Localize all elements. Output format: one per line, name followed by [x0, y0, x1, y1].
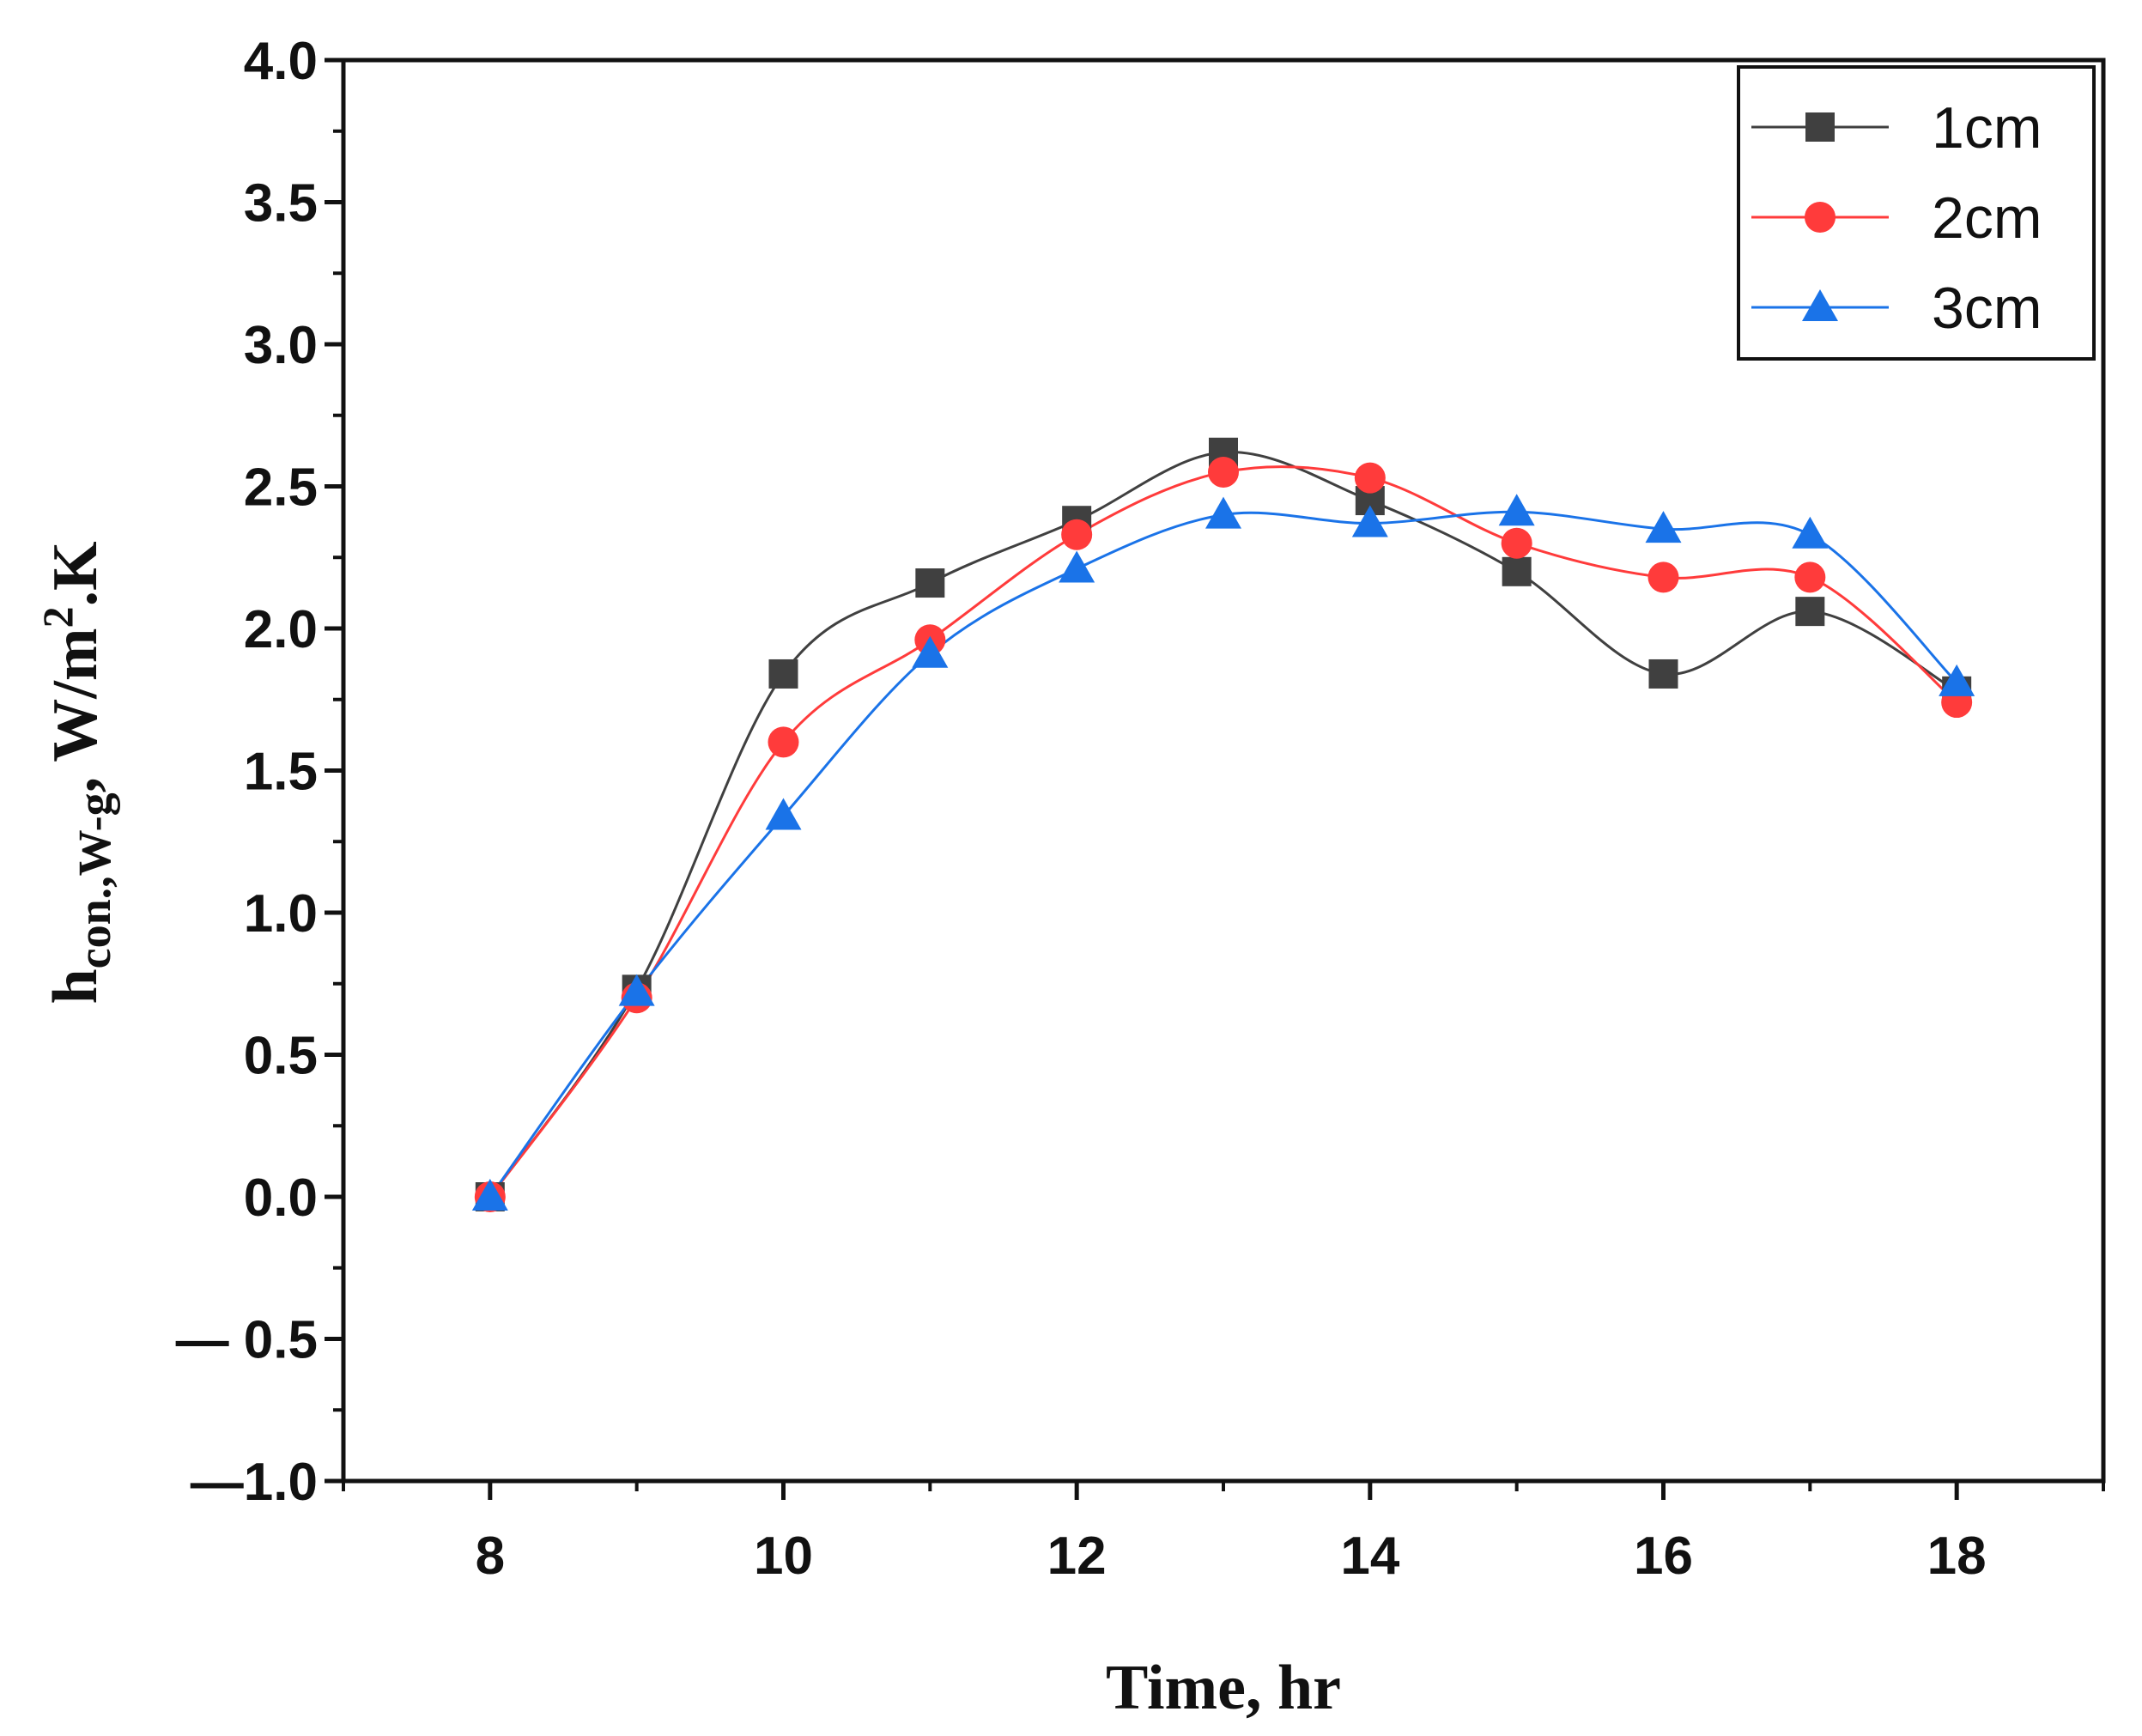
y-axis-title-main: h: [40, 968, 111, 1004]
y-axis-title-superscript: 2: [33, 607, 82, 628]
data-point-2cm: [1208, 456, 1239, 488]
y-axis-title-subscript: con.,W-g: [69, 792, 120, 968]
x-tick-label: 12: [1047, 1527, 1107, 1586]
data-point-3cm: [618, 974, 655, 1006]
x-tick-label: 10: [754, 1527, 813, 1586]
y-tick-label: —1.0: [191, 1453, 318, 1512]
legend-label-2cm: 2cm: [1932, 185, 2042, 251]
data-point-2cm: [1061, 519, 1093, 550]
series-line-3cm: [488, 510, 1958, 1198]
x-tick-label: 16: [1634, 1527, 1693, 1586]
y-tick-label: 3.0: [244, 316, 318, 375]
data-point-1cm: [768, 659, 798, 689]
legend-marker-2cm: [1805, 202, 1836, 233]
data-point-3cm: [1939, 664, 1975, 696]
series-line-1cm: [488, 451, 1957, 1198]
data-point-3cm: [1645, 511, 1682, 543]
y-tick-label: — 0.5: [176, 1311, 318, 1370]
data-point-2cm: [1354, 462, 1386, 494]
data-point-3cm: [1205, 496, 1241, 529]
y-axis-title: hcon.,W-g, W/m2.K: [33, 541, 120, 1004]
y-tick-label: 3.5: [244, 174, 318, 234]
legend-marker-3cm: [1802, 289, 1838, 321]
data-point-3cm: [912, 635, 949, 668]
series-line-2cm: [488, 465, 1958, 1198]
data-point-1cm: [915, 568, 945, 598]
data-point-3cm: [1351, 505, 1388, 537]
data-point-3cm: [1059, 550, 1095, 583]
legend-label-3cm: 3cm: [1932, 276, 2042, 341]
y-axis-title-unit-tail: .K: [40, 541, 111, 606]
data-point-2cm: [1647, 561, 1679, 593]
y-tick-label: 2.5: [244, 458, 318, 518]
y-tick-label: 2.0: [244, 600, 318, 659]
x-tick-label: 14: [1340, 1527, 1399, 1586]
legend-marker-1cm: [1805, 112, 1835, 142]
data-point-3cm: [471, 1179, 508, 1211]
legend: 1cm 2cm 3cm: [1737, 65, 2096, 361]
x-tick-label: 8: [476, 1527, 505, 1586]
series-markers: [471, 437, 1975, 1212]
data-point-1cm: [1795, 597, 1825, 627]
y-axis: 4.0 3.5 3.0 2.5 2.0 1.5 1.0 0.5 0.0 — 0.5 —1.0: [176, 32, 343, 1512]
y-tick-label: 0.5: [244, 1027, 318, 1086]
legend-box: [1737, 65, 2096, 361]
series-lines: [488, 451, 1958, 1198]
data-point-2cm: [768, 726, 799, 758]
data-point-2cm: [1794, 561, 1826, 593]
data-point-3cm: [1498, 494, 1535, 526]
data-point-2cm: [1501, 527, 1532, 559]
x-axis: 8 10 12 14 16 18: [342, 1481, 2105, 1586]
y-tick-label: 0.0: [244, 1168, 318, 1228]
legend-items: 1cm 2cm 3cm: [1751, 95, 2042, 341]
data-point-1cm: [1502, 556, 1532, 586]
y-axis-title-unit: , W/m: [40, 628, 111, 793]
y-tick-label: 1.0: [244, 884, 318, 944]
data-point-1cm: [1648, 659, 1678, 689]
data-point-3cm: [1792, 516, 1829, 549]
data-point-3cm: [765, 798, 802, 830]
x-axis-title: Time, hr: [1106, 1653, 1341, 1723]
y-tick-label: 1.5: [244, 743, 318, 802]
legend-label-1cm: 1cm: [1932, 95, 2042, 161]
y-tick-label: 4.0: [244, 32, 318, 91]
x-tick-label: 18: [1927, 1527, 1987, 1586]
